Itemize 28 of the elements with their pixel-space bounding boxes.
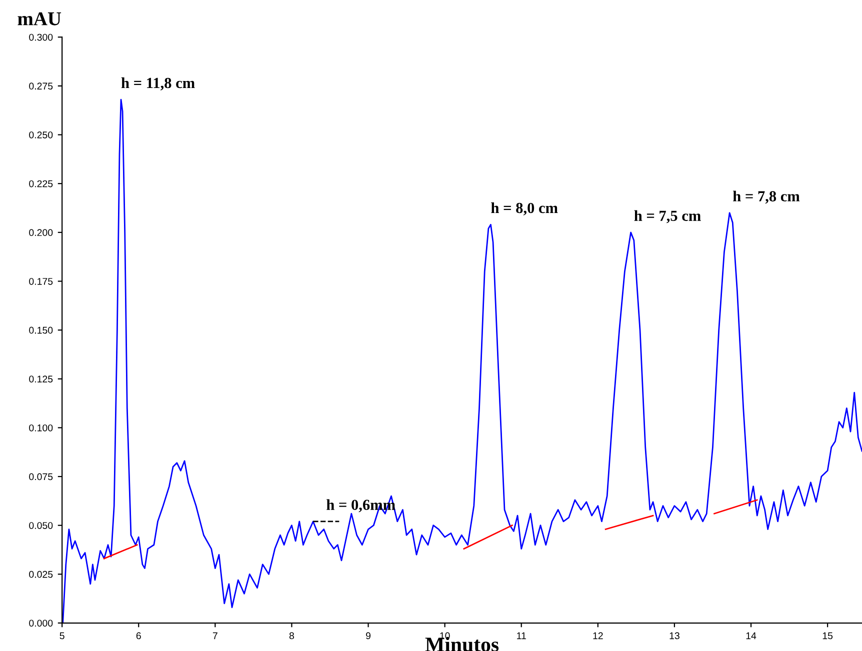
y-tick-label: 0.225 <box>29 180 53 188</box>
y-tick-label: 0.025 <box>29 570 53 578</box>
y-tick-label: 0.300 <box>29 34 53 41</box>
x-tick-label: 14 <box>746 632 756 640</box>
y-tick-label: 0.150 <box>29 326 53 334</box>
y-tick-label: 0.100 <box>29 424 53 432</box>
y-tick-label: 0.000 <box>29 620 53 627</box>
annotation: h = 8,0 cm <box>491 202 558 216</box>
x-tick-label: 5 <box>60 632 64 640</box>
x-tick-label: 11 <box>517 632 526 640</box>
y-tick-label: 0.125 <box>29 376 53 382</box>
x-tick-label: 15 <box>822 632 833 640</box>
y-tick-label: 0.250 <box>29 131 53 138</box>
x-tick-label: 7 <box>212 632 218 640</box>
y-tick-label: 0.200 <box>29 229 53 236</box>
y-tick-label: 0.075 <box>29 473 53 480</box>
annotation: h = 7,5 cm <box>634 210 701 224</box>
y-tick-label: 0.275 <box>29 82 53 90</box>
annotation: h = 11,8 cm <box>121 77 195 90</box>
x-tick-label: 13 <box>670 632 680 640</box>
annotation: h = 7,8 cm <box>733 190 800 204</box>
x-tick-label: 12 <box>593 632 603 640</box>
x-tick-label: 6 <box>136 632 141 640</box>
y-tick-label: 0.175 <box>29 278 53 285</box>
y-axis-title: mAU <box>18 12 62 26</box>
x-tick-label: 9 <box>366 632 371 640</box>
y-tick-label: 0.050 <box>29 522 53 529</box>
x-tick-label: 8 <box>289 632 294 640</box>
